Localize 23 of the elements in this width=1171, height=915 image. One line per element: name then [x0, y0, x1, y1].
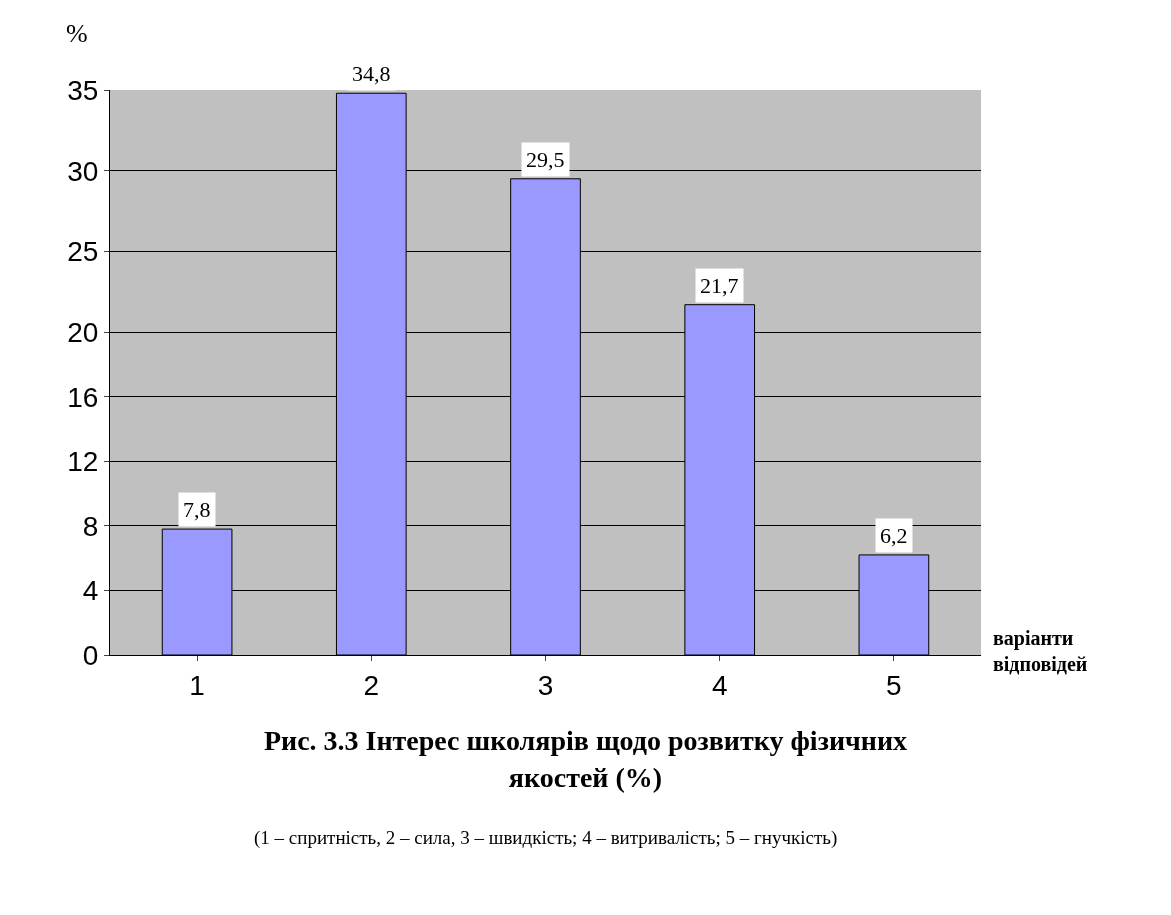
- x-tick-label: 5: [886, 669, 902, 701]
- y-tick-label: 25: [67, 236, 99, 268]
- data-label: 6,2: [880, 523, 908, 548]
- y-tick-label: 35: [67, 74, 99, 106]
- data-label: 34,8: [352, 61, 391, 86]
- text: (1 – спритність, 2 – сила, 3 – швидкість; 4 – витривалість; 5 – гнучкість): [254, 827, 838, 849]
- x-tick-label: 1: [189, 669, 205, 701]
- y-tick-label: 8: [82, 510, 99, 542]
- y-tick-label: 30: [67, 155, 99, 187]
- y-tick-label: 0: [82, 639, 99, 671]
- text: Рис. 3.3 Інтерес школярів щодо розвитку фізичних якостей (%): [263, 725, 908, 793]
- data-label: 7,8: [183, 497, 211, 522]
- y-tick-label: 20: [67, 316, 99, 348]
- data-label: 21,7: [700, 273, 739, 298]
- y-tick-label: 12: [67, 446, 99, 478]
- y-tick-label: 4: [82, 575, 99, 607]
- x-tick-label: 3: [537, 669, 554, 701]
- x-tick-label: 2: [363, 669, 380, 701]
- y-axis-title: %: [66, 19, 88, 48]
- data-label: 29,5: [526, 147, 565, 172]
- x-tick-label: 4: [711, 669, 728, 701]
- y-tick-label: 16: [67, 381, 99, 413]
- x-axis-title: варіанти відповідей: [993, 627, 1088, 675]
